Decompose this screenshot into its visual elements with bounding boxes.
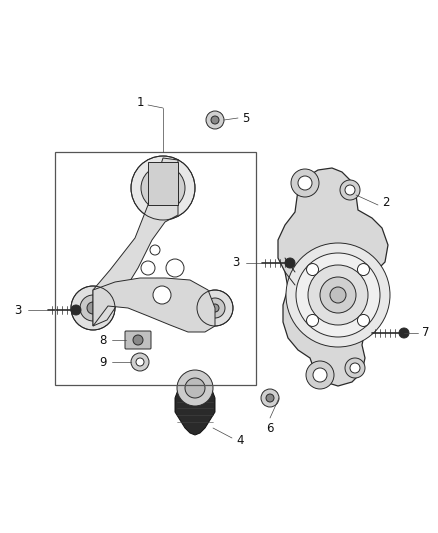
- Text: 8: 8: [99, 334, 107, 346]
- Circle shape: [296, 253, 380, 337]
- Circle shape: [211, 116, 219, 124]
- Text: 1: 1: [136, 96, 144, 109]
- Text: 2: 2: [382, 197, 390, 209]
- Circle shape: [345, 358, 365, 378]
- Circle shape: [261, 389, 279, 407]
- Circle shape: [307, 314, 318, 326]
- Text: 3: 3: [232, 256, 240, 270]
- Circle shape: [136, 358, 144, 366]
- Circle shape: [206, 111, 224, 129]
- Circle shape: [307, 263, 318, 276]
- Circle shape: [177, 370, 213, 406]
- Circle shape: [308, 265, 368, 325]
- Circle shape: [157, 182, 169, 194]
- Circle shape: [399, 328, 409, 338]
- Circle shape: [131, 353, 149, 371]
- Circle shape: [320, 277, 356, 313]
- Text: 3: 3: [14, 303, 22, 317]
- Text: 9: 9: [99, 356, 107, 368]
- Polygon shape: [93, 278, 215, 332]
- Text: 7: 7: [422, 327, 430, 340]
- Circle shape: [313, 368, 327, 382]
- Circle shape: [205, 298, 225, 318]
- Circle shape: [350, 363, 360, 373]
- Circle shape: [357, 314, 370, 326]
- Circle shape: [345, 185, 355, 195]
- Circle shape: [166, 259, 184, 277]
- Circle shape: [131, 156, 195, 220]
- Circle shape: [185, 378, 205, 398]
- Circle shape: [133, 335, 143, 345]
- Circle shape: [71, 305, 81, 315]
- Circle shape: [266, 394, 274, 402]
- Circle shape: [71, 286, 115, 330]
- Polygon shape: [148, 162, 178, 205]
- Polygon shape: [93, 158, 178, 326]
- Text: 4: 4: [236, 433, 244, 447]
- Circle shape: [141, 166, 185, 210]
- Bar: [55, 152, 256, 385]
- Circle shape: [330, 287, 346, 303]
- Circle shape: [141, 261, 155, 275]
- Circle shape: [80, 295, 106, 321]
- Circle shape: [150, 175, 176, 201]
- Polygon shape: [278, 168, 388, 386]
- Circle shape: [285, 258, 295, 268]
- Circle shape: [153, 286, 171, 304]
- Circle shape: [87, 302, 99, 314]
- Circle shape: [150, 245, 160, 255]
- Text: 6: 6: [266, 422, 274, 434]
- Circle shape: [286, 243, 390, 347]
- Circle shape: [306, 361, 334, 389]
- Circle shape: [298, 176, 312, 190]
- Text: 5: 5: [242, 111, 250, 125]
- Circle shape: [340, 180, 360, 200]
- Circle shape: [197, 290, 233, 326]
- Polygon shape: [175, 382, 215, 435]
- Circle shape: [291, 169, 319, 197]
- FancyBboxPatch shape: [125, 331, 151, 349]
- Circle shape: [211, 304, 219, 312]
- Circle shape: [357, 263, 370, 276]
